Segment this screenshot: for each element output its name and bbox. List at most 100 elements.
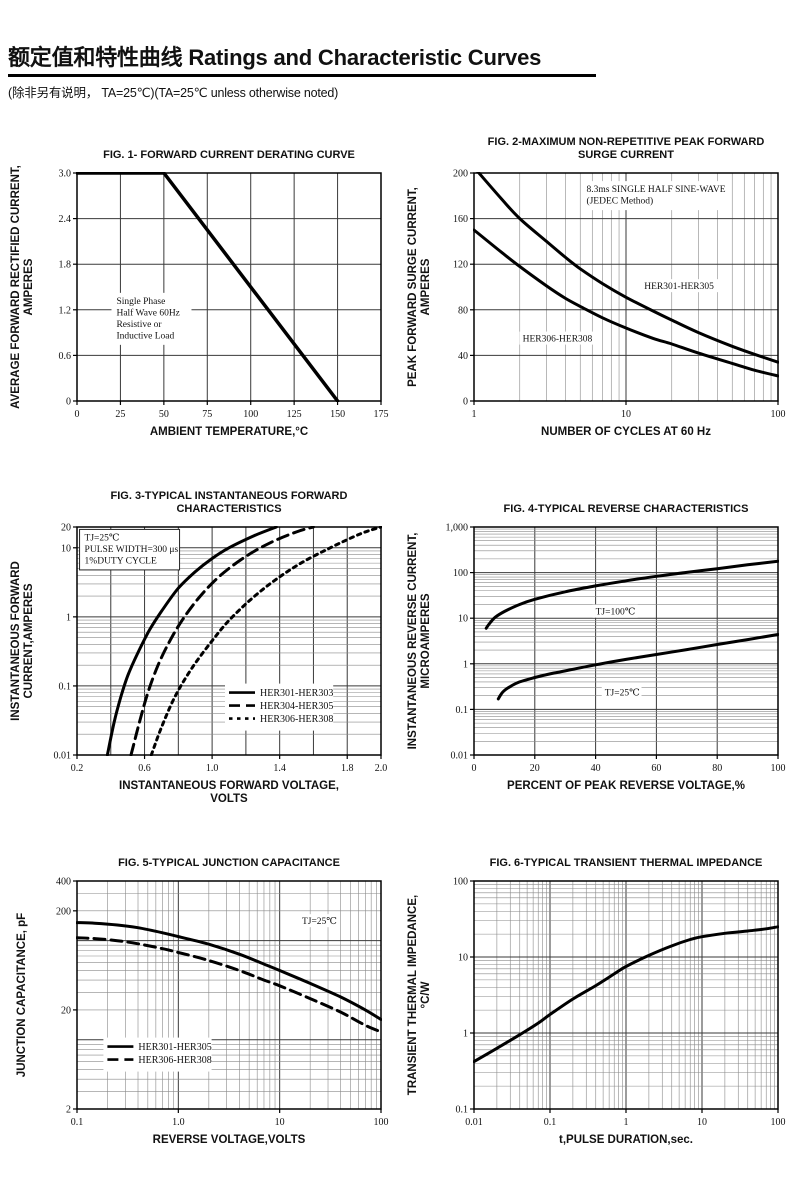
- annotation-box: [581, 181, 727, 211]
- series-her301-her305: [76, 921, 382, 1021]
- chart-title: FIG. 5-TYPICAL JUNCTION CAPACITANCE: [118, 857, 340, 869]
- series-group: [76, 921, 382, 1034]
- x-tick-label: 100: [771, 763, 786, 774]
- chart-title: FIG. 4-TYPICAL REVERSE CHARACTERISTICS: [504, 503, 749, 515]
- x-tick-label: 2.0: [375, 763, 388, 774]
- y-tick-label: 20: [61, 523, 71, 534]
- y-axis-label: AMPERES: [23, 258, 35, 315]
- y-tick-label: 0: [66, 397, 71, 408]
- x-axis-label: PERCENT OF PEAK REVERSE VOLTAGE,%: [507, 780, 745, 792]
- series-tj-100c: [484, 559, 779, 630]
- series-her306-her308: [76, 936, 382, 1034]
- grid: [473, 880, 779, 1110]
- series-thermal-impedance: [473, 925, 779, 1064]
- y-tick-label: 1.8: [59, 260, 72, 271]
- annotation-text: Single Phase: [116, 297, 165, 307]
- x-axis-label: AMBIENT TEMPERATURE,°C: [150, 426, 308, 438]
- x-tick-label: 150: [330, 409, 345, 420]
- y-tick-label: 2.4: [59, 214, 72, 225]
- y-tick-label: 120: [453, 260, 468, 271]
- x-tick-label: 0.6: [138, 763, 151, 774]
- y-tick-label: 100: [453, 877, 468, 888]
- y-tick-label: 1,000: [446, 523, 469, 534]
- x-tick-label: 0.1: [71, 1117, 84, 1128]
- conditions-note: (除非另有说明， TA=25℃)(TA=25℃ unless otherwise…: [8, 86, 339, 100]
- plot-border: [76, 526, 382, 756]
- curve-label-bg: [601, 685, 642, 699]
- annotation-text: TJ=25℃: [85, 533, 120, 543]
- y-tick-label: 0.01: [451, 751, 469, 762]
- chart-title: CHARACTERISTICS: [176, 503, 281, 515]
- y-tick-label: 20: [61, 1005, 71, 1016]
- annotation-text: PULSE WIDTH=300 μs: [85, 545, 179, 555]
- annotation-box: [111, 292, 192, 345]
- x-axis-label: t,PULSE DURATION,sec.: [559, 1134, 693, 1146]
- chart-title: FIG. 6-TYPICAL TRANSIENT THERMAL IMPEDAN…: [490, 857, 763, 869]
- fig4-chart: FIG. 4-TYPICAL REVERSE CHARACTERISTICS 0 2…: [407, 503, 786, 792]
- x-tick-label: 20: [530, 763, 540, 774]
- fig6-chart: FIG. 6-TYPICAL TRANSIENT THERMAL IMPEDAN…: [407, 857, 786, 1146]
- y-tick-label: 0.1: [59, 681, 72, 692]
- figure-6-transient-thermal-impedance: FIG. 6-TYPICAL TRANSIENT THERMAL IMPEDAN…: [404, 837, 796, 1185]
- y-axis-label: MICROAMPERES: [420, 593, 432, 689]
- legend-entry-label: HER304-HER305: [260, 701, 333, 712]
- y-tick-label: 200: [56, 906, 71, 917]
- y-axis-label: AVERAGE FORWARD RECTIFIED CURRENT,: [10, 165, 22, 409]
- series-tj-25c: [496, 633, 779, 701]
- y-tick-label: 2: [66, 1105, 71, 1116]
- series-her304-her305: [129, 526, 315, 756]
- annotation-text: 8.3ms SINGLE HALF SINE-WAVE: [586, 185, 725, 195]
- figure-5-junction-capacitance: FIG. 5-TYPICAL JUNCTION CAPACITANCE 0.1 1.…: [4, 837, 404, 1185]
- x-tick-label: 75: [202, 409, 212, 420]
- x-tick-label: 1.0: [172, 1117, 185, 1128]
- legend-entry-label: HER306-HER308: [138, 1055, 211, 1066]
- figure-1-forward-current-derating: FIG. 1- FORWARD CURRENT DERATING CURVE 0 2…: [4, 129, 404, 477]
- legend-entry-label: HER301-HER305: [138, 1042, 211, 1053]
- y-tick-label: 1: [463, 1029, 468, 1040]
- annotation-box: [79, 528, 181, 571]
- y-tick-label: 0.1: [456, 1105, 469, 1116]
- x-axis-label: INSTANTANEOUS FORWARD VOLTAGE,: [119, 780, 339, 792]
- fig3-chart: FIG. 3-TYPICAL INSTANTANEOUS FORWARDCHAR…: [10, 490, 388, 805]
- chart-title: SURGE CURRENT: [578, 149, 674, 161]
- x-tick-label: 1.0: [206, 763, 219, 774]
- series-her306-her308: [149, 526, 382, 756]
- figures-grid: FIG. 1- FORWARD CURRENT DERATING CURVE 0 2…: [0, 129, 800, 1185]
- legend-entry-label: HER301-HER303: [260, 688, 333, 699]
- chart-title: FIG. 3-TYPICAL INSTANTANEOUS FORWARD: [111, 490, 348, 502]
- x-tick-label: 10: [621, 409, 631, 420]
- plot-border: [473, 526, 779, 756]
- legend-box: [103, 1037, 212, 1072]
- y-tick-label: 40: [458, 351, 468, 362]
- fig2-chart: FIG. 2-MAXIMUM NON-REPETITIVE PEAK FORWA…: [407, 136, 786, 438]
- annotation-text: (JEDEC Method): [586, 196, 653, 207]
- series-group: [473, 925, 779, 1064]
- x-tick-label: 100: [771, 1117, 786, 1128]
- x-tick-label: 80: [712, 763, 722, 774]
- y-axis-label: TRANSIENT THERMAL IMPEDANCE,: [407, 895, 419, 1095]
- y-axis-label: JUNCTION CAPACITANCE, pF: [16, 913, 28, 1077]
- curve-label-bg: [298, 914, 339, 928]
- curve-label: TJ=25℃: [605, 689, 640, 699]
- curve-label: TJ=25℃: [302, 917, 337, 927]
- series-group: [473, 172, 779, 378]
- y-tick-label: 1: [66, 612, 71, 623]
- figure-3-instantaneous-forward-characteristics: FIG. 3-TYPICAL INSTANTANEOUS FORWARD CHAR…: [4, 483, 404, 831]
- x-tick-label: 1.8: [341, 763, 354, 774]
- y-tick-label: 0.01: [54, 751, 72, 762]
- annotation-text: 1%DUTY CYCLE: [85, 556, 157, 566]
- x-tick-label: 50: [159, 409, 169, 420]
- x-tick-label: 125: [287, 409, 302, 420]
- curve-label: TJ=100℃: [596, 608, 636, 618]
- curve-label-bg: [519, 331, 597, 345]
- x-tick-label: 25: [115, 409, 125, 420]
- x-axis-label: REVERSE VOLTAGE,VOLTS: [153, 1134, 306, 1146]
- y-axis-label: INSTANTANEOUS FORWARD: [10, 561, 22, 721]
- plot-border: [76, 172, 382, 402]
- y-tick-label: 1: [463, 659, 468, 670]
- curve-label: HER301-HER305: [644, 282, 714, 292]
- x-tick-label: 1: [624, 1117, 629, 1128]
- y-tick-label: 10: [458, 614, 468, 625]
- y-tick-label: 400: [56, 877, 71, 888]
